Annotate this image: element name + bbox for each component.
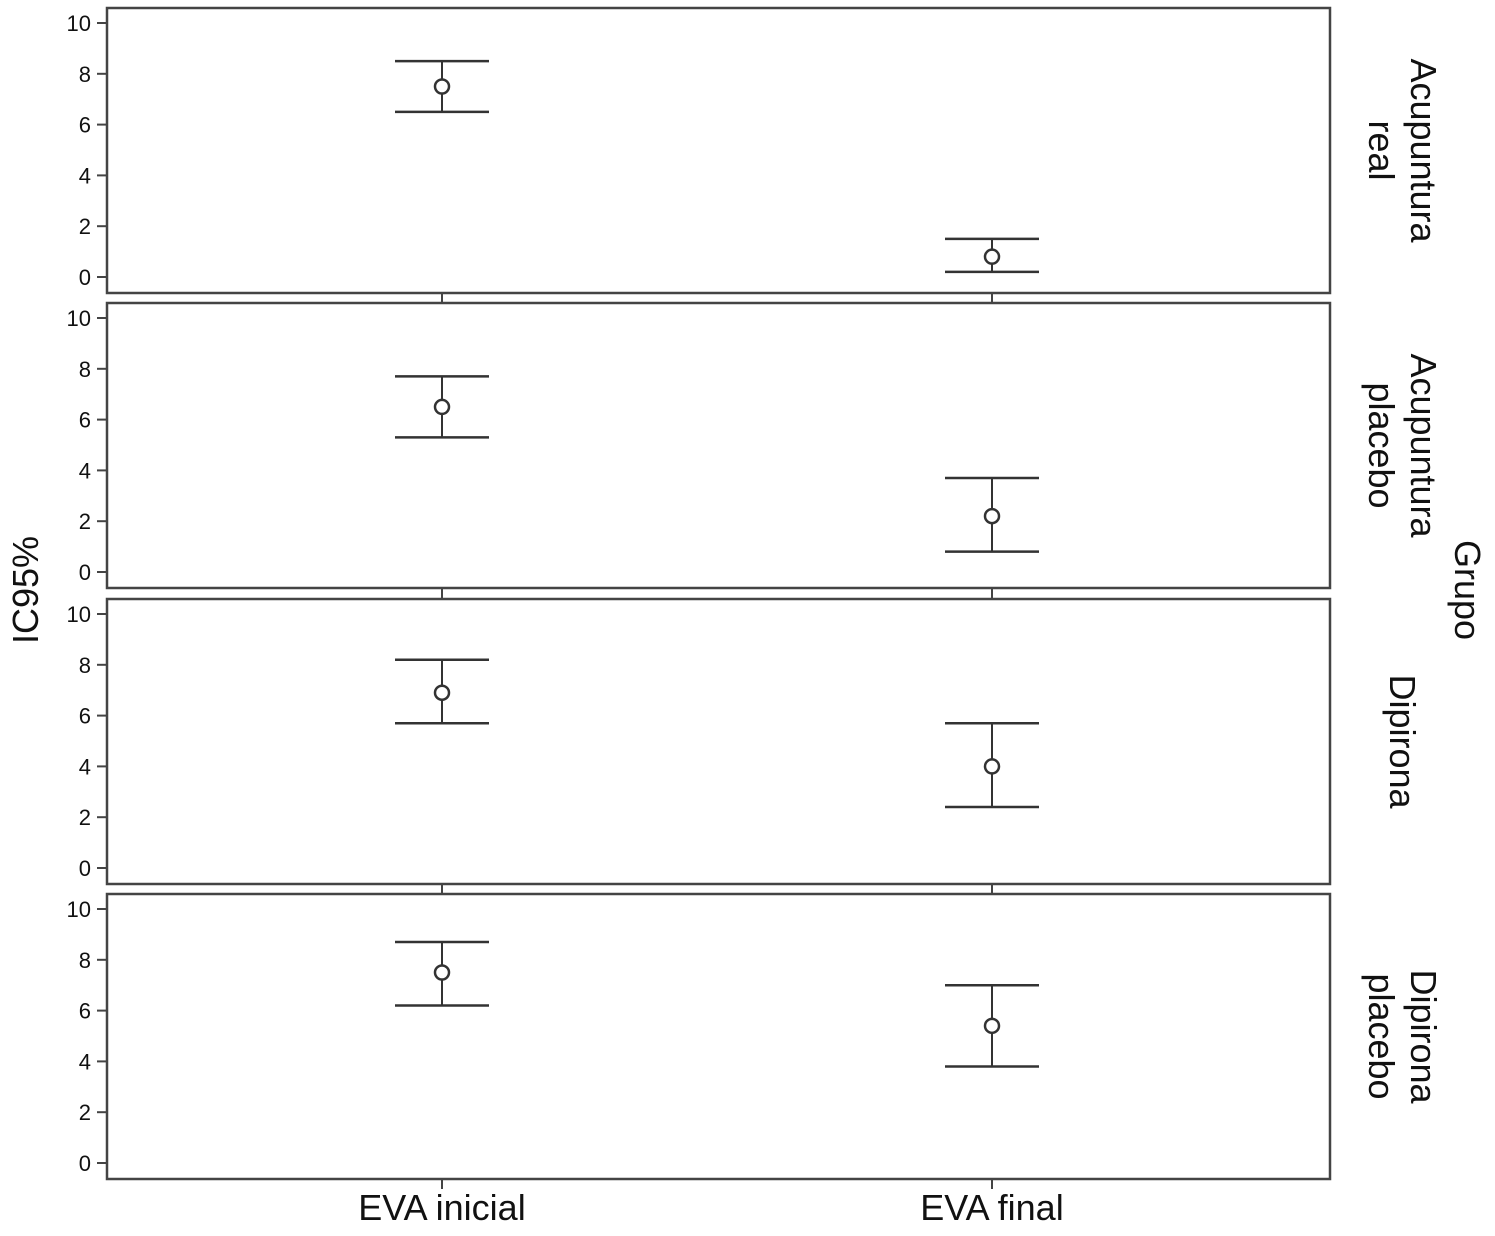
facet-label: Acupuntura (1403, 58, 1444, 243)
mean-point (983, 1017, 1001, 1035)
y-tick-label: 4 (79, 1049, 91, 1074)
y-tick-label: 10 (67, 897, 91, 922)
y-tick-label: 6 (79, 113, 91, 138)
y-axis-label: IC95% (5, 536, 46, 644)
facet-label: placebo (1361, 973, 1402, 1099)
panel-frame (105, 597, 1332, 886)
y-tick-label: 2 (79, 509, 91, 534)
panel-frame (105, 6, 1332, 295)
y-tick-label: 4 (79, 163, 91, 188)
mean-point (983, 507, 1001, 525)
y-tick-label: 0 (79, 560, 91, 585)
panel-frame (105, 301, 1332, 590)
facet-title: Grupo (1447, 540, 1488, 640)
y-tick-label: 0 (79, 265, 91, 290)
y-tick-label: 2 (79, 805, 91, 830)
y-tick-label: 10 (67, 11, 91, 36)
y-tick-label: 4 (79, 458, 91, 483)
y-tick-label: 10 (67, 602, 91, 627)
x-tick-label-0: EVA inicial (358, 1187, 525, 1228)
mean-point (983, 248, 1001, 265)
mean-point (433, 964, 451, 981)
y-tick-label: 2 (79, 214, 91, 239)
facet-label: Acupuntura (1403, 353, 1444, 538)
y-tick-label: 8 (79, 62, 91, 87)
y-tick-label: 0 (79, 856, 91, 881)
y-tick-label: 4 (79, 754, 91, 779)
y-tick-label: 8 (79, 357, 91, 382)
mean-point (433, 398, 451, 416)
y-tick-label: 6 (79, 408, 91, 433)
y-tick-label: 6 (79, 999, 91, 1024)
x-tick-label-1: EVA final (920, 1187, 1063, 1228)
facet-label: Dipirona (1403, 969, 1444, 1104)
panel-frame (105, 892, 1332, 1181)
facet-label: Dipirona (1382, 674, 1423, 809)
y-tick-label: 2 (79, 1100, 91, 1125)
y-tick-label: 6 (79, 704, 91, 729)
y-tick-label: 8 (79, 948, 91, 973)
mean-point (433, 684, 451, 701)
facet-label: real (1361, 120, 1402, 180)
mean-point (433, 78, 451, 95)
mean-point (983, 758, 1001, 775)
y-tick-label: 0 (79, 1151, 91, 1176)
facet-label: placebo (1361, 382, 1402, 508)
y-tick-label: 8 (79, 653, 91, 678)
y-tick-label: 10 (67, 306, 91, 331)
